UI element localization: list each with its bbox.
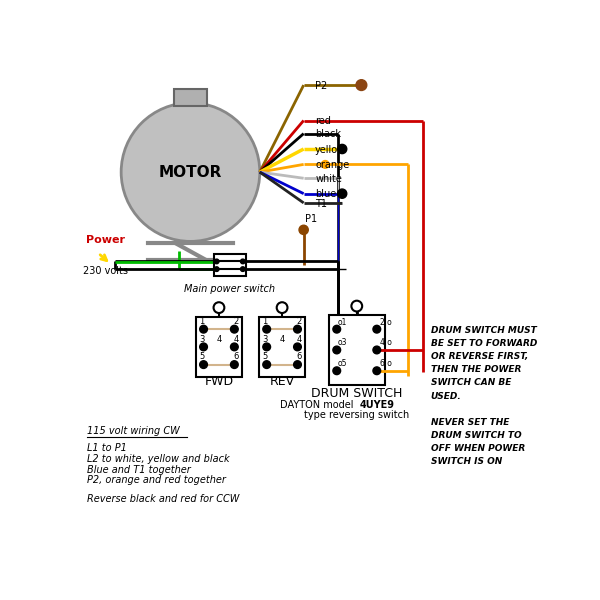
Text: Blue and T1 together: Blue and T1 together bbox=[87, 464, 191, 475]
Circle shape bbox=[230, 343, 238, 351]
Text: L2 to white, yellow and black: L2 to white, yellow and black bbox=[87, 454, 230, 464]
Text: Reverse black and red for CCW: Reverse black and red for CCW bbox=[87, 494, 239, 504]
Text: o5: o5 bbox=[338, 359, 347, 368]
Text: 4: 4 bbox=[217, 335, 221, 343]
Circle shape bbox=[214, 259, 219, 264]
Text: DRUM SWITCH MUST: DRUM SWITCH MUST bbox=[431, 326, 536, 335]
Text: P1: P1 bbox=[305, 214, 317, 224]
Text: Main power switch: Main power switch bbox=[184, 284, 275, 294]
Circle shape bbox=[241, 267, 245, 271]
Text: THEN THE POWER: THEN THE POWER bbox=[431, 365, 521, 374]
Text: T1: T1 bbox=[315, 199, 327, 209]
Circle shape bbox=[293, 325, 301, 333]
Text: 2: 2 bbox=[233, 317, 239, 326]
Text: MOTOR: MOTOR bbox=[159, 164, 222, 179]
Text: Power: Power bbox=[86, 235, 125, 245]
Circle shape bbox=[277, 302, 287, 313]
Text: red: red bbox=[315, 116, 331, 126]
Text: OFF WHEN POWER: OFF WHEN POWER bbox=[431, 444, 525, 453]
Ellipse shape bbox=[121, 103, 260, 241]
Circle shape bbox=[293, 361, 301, 368]
Circle shape bbox=[373, 367, 380, 374]
Circle shape bbox=[373, 325, 380, 333]
Text: OR REVERSE FIRST,: OR REVERSE FIRST, bbox=[431, 352, 528, 361]
Circle shape bbox=[373, 346, 380, 354]
Bar bbox=[214, 254, 246, 276]
Circle shape bbox=[200, 361, 208, 368]
Circle shape bbox=[241, 259, 245, 264]
Circle shape bbox=[230, 325, 238, 333]
Circle shape bbox=[263, 361, 271, 368]
Text: white: white bbox=[315, 174, 342, 184]
Text: 1: 1 bbox=[199, 317, 205, 326]
Text: P2, orange and red together: P2, orange and red together bbox=[87, 475, 226, 485]
Circle shape bbox=[356, 80, 367, 91]
Text: 4: 4 bbox=[233, 335, 239, 343]
Text: 5: 5 bbox=[263, 352, 268, 361]
Circle shape bbox=[214, 302, 224, 313]
Text: type reversing switch: type reversing switch bbox=[304, 410, 409, 421]
Text: 4UYE9: 4UYE9 bbox=[360, 400, 395, 410]
Text: 3: 3 bbox=[262, 335, 268, 343]
Circle shape bbox=[322, 161, 329, 168]
Text: 4 o: 4 o bbox=[380, 338, 392, 347]
Circle shape bbox=[333, 346, 341, 354]
Bar bbox=[259, 317, 305, 377]
Text: BE SET TO FORWARD: BE SET TO FORWARD bbox=[431, 339, 537, 348]
Circle shape bbox=[352, 301, 362, 311]
Text: 6: 6 bbox=[233, 352, 239, 361]
Text: 1: 1 bbox=[263, 317, 268, 326]
Text: 115 volt wiring CW: 115 volt wiring CW bbox=[87, 426, 180, 436]
Text: SWITCH CAN BE: SWITCH CAN BE bbox=[431, 379, 511, 388]
Circle shape bbox=[333, 367, 341, 374]
Text: DRUM SWITCH: DRUM SWITCH bbox=[311, 387, 403, 400]
Text: P2: P2 bbox=[315, 81, 328, 91]
Text: yellow: yellow bbox=[315, 145, 346, 155]
Circle shape bbox=[263, 325, 271, 333]
Text: o1: o1 bbox=[338, 317, 347, 326]
Text: o3: o3 bbox=[338, 338, 347, 347]
Text: SWITCH IS ON: SWITCH IS ON bbox=[431, 457, 502, 466]
Text: REV: REV bbox=[269, 374, 295, 388]
Circle shape bbox=[200, 343, 208, 351]
Text: 4: 4 bbox=[280, 335, 285, 343]
Text: FWD: FWD bbox=[205, 374, 233, 388]
Text: 6 o: 6 o bbox=[380, 359, 392, 368]
Text: orange: orange bbox=[315, 160, 349, 170]
Circle shape bbox=[263, 343, 271, 351]
Circle shape bbox=[338, 189, 347, 198]
Text: USED.: USED. bbox=[431, 392, 461, 401]
Text: L1 to P1: L1 to P1 bbox=[87, 443, 127, 453]
Bar bbox=[173, 89, 208, 106]
Text: DRUM SWITCH TO: DRUM SWITCH TO bbox=[431, 431, 521, 440]
Circle shape bbox=[200, 325, 208, 333]
Text: NEVER SET THE: NEVER SET THE bbox=[431, 418, 509, 427]
Circle shape bbox=[299, 225, 308, 235]
Circle shape bbox=[230, 361, 238, 368]
Text: blue: blue bbox=[315, 190, 337, 199]
Text: 2 o: 2 o bbox=[380, 317, 392, 326]
Text: DAYTON model: DAYTON model bbox=[280, 400, 357, 410]
Text: 5: 5 bbox=[199, 352, 205, 361]
Text: 4: 4 bbox=[296, 335, 302, 343]
Text: 2: 2 bbox=[296, 317, 302, 326]
Bar bbox=[196, 317, 242, 377]
Text: 6: 6 bbox=[296, 352, 302, 361]
Text: black: black bbox=[315, 130, 341, 139]
Circle shape bbox=[214, 267, 219, 271]
Text: 3: 3 bbox=[199, 335, 205, 343]
Circle shape bbox=[293, 343, 301, 351]
Circle shape bbox=[338, 145, 347, 154]
Text: 230 volts: 230 volts bbox=[83, 266, 128, 276]
Circle shape bbox=[333, 325, 341, 333]
Bar bbox=[329, 316, 385, 385]
